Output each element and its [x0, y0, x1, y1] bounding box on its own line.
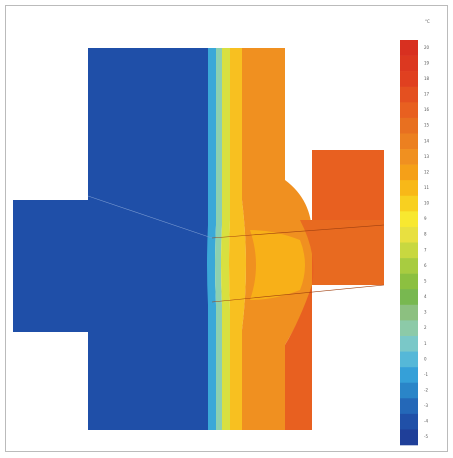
- scale-label: 19: [424, 60, 430, 65]
- scale-label: 10: [424, 201, 430, 206]
- scale-segment: [400, 40, 418, 56]
- scale-label: 15: [424, 123, 430, 128]
- scale-label: 16: [424, 107, 430, 112]
- scale-segment: [400, 118, 418, 134]
- scale-label: 18: [424, 76, 430, 81]
- scale-segment: [400, 180, 418, 196]
- scale-segment: [400, 149, 418, 165]
- scale-segment: [400, 414, 418, 430]
- band-yellow: [221, 48, 230, 430]
- scale-segment: [400, 165, 418, 181]
- band-green: [215, 48, 222, 430]
- screenshot: °C 20191817161514131211109876543210-1-2-…: [0, 0, 453, 458]
- scale-label: 14: [424, 138, 430, 143]
- scale-segment: [400, 289, 418, 305]
- scale-segment: [400, 429, 418, 445]
- band-cyan: [207, 48, 216, 430]
- scale-label: 17: [424, 92, 430, 97]
- scale-label: 12: [424, 169, 430, 174]
- scale-segment: [400, 258, 418, 274]
- scale-label: -1: [424, 372, 428, 377]
- scale-label: 20: [424, 45, 430, 50]
- scale-segment: [400, 227, 418, 243]
- scale-segment: [400, 336, 418, 352]
- wall: [88, 48, 212, 430]
- scale-label: -3: [424, 403, 428, 408]
- scale-segment: [400, 398, 418, 414]
- scale-label: -4: [424, 419, 428, 424]
- scale-segment: [400, 87, 418, 103]
- scale-segment: [400, 383, 418, 399]
- scale-label: -5: [424, 434, 428, 439]
- scale-segment: [400, 211, 418, 227]
- scale-segment: [400, 243, 418, 259]
- scale-segment: [400, 367, 418, 383]
- warm-zone: [250, 230, 305, 300]
- scale-label: -2: [424, 387, 428, 392]
- scale-segment: [400, 56, 418, 72]
- scale-segment: [400, 320, 418, 336]
- scale-segment: [400, 305, 418, 321]
- scale-segment: [400, 196, 418, 212]
- scale-segment: [400, 133, 418, 149]
- scale-segment: [400, 102, 418, 118]
- scale-label: 11: [424, 185, 430, 190]
- scale-label: 13: [424, 154, 430, 159]
- scale-segment: [400, 71, 418, 87]
- scale-segment: [400, 274, 418, 290]
- unit-label: °C: [425, 19, 430, 24]
- scale-segment: [400, 352, 418, 368]
